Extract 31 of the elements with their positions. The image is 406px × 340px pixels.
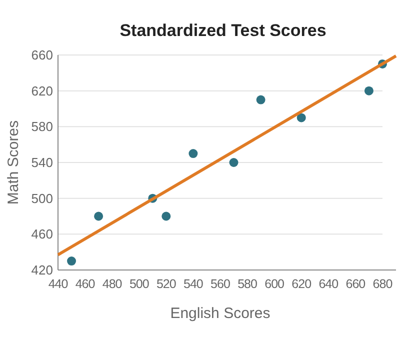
y-tick-label: 580 (31, 119, 53, 134)
chart-title: Standardized Test Scores (120, 21, 326, 40)
x-axis-title: English Scores (170, 305, 270, 322)
x-tick-label: 680 (372, 277, 393, 291)
point (256, 95, 266, 104)
x-tick-label: 660 (346, 277, 366, 291)
point (188, 149, 198, 158)
x-tick-label: 520 (156, 277, 176, 291)
x-tick-label: 460 (75, 277, 96, 291)
point (229, 158, 238, 167)
x-tick-label: 620 (292, 277, 312, 291)
point (296, 113, 306, 122)
y-tick-label: 660 (31, 48, 53, 63)
y-tick-label: 420 (31, 262, 53, 278)
x-tick-label: 640 (318, 277, 339, 291)
y-tick-label: 620 (31, 83, 53, 98)
point (67, 256, 76, 266)
x-tick-label: 540 (184, 277, 204, 291)
y-tick-label: 500 (31, 190, 53, 206)
x-tick-label: 440 (48, 277, 68, 291)
x-tick-label: 560 (210, 277, 230, 291)
x-tick-label: 480 (102, 277, 122, 291)
point (162, 212, 171, 221)
y-axis-title: Math Scores (5, 120, 22, 205)
y-tick-label: 460 (31, 226, 53, 242)
point (364, 86, 374, 96)
x-tick-label: 580 (238, 277, 258, 291)
point (94, 212, 104, 221)
x-tick-label: 500 (129, 277, 150, 291)
y-tick-label: 540 (31, 155, 53, 170)
x-tick-label: 600 (264, 277, 285, 291)
